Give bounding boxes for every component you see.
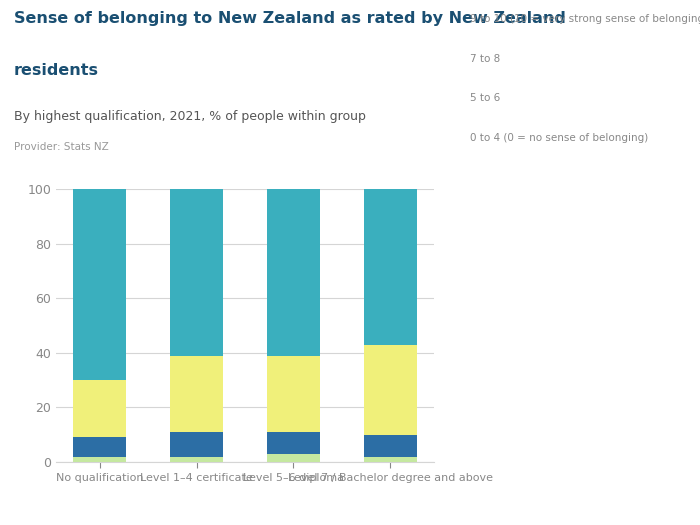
- Bar: [170, 355, 223, 432]
- Bar: [74, 457, 127, 462]
- Text: 9 to 10 (10 = very strong sense of belonging): 9 to 10 (10 = very strong sense of belon…: [470, 14, 700, 25]
- Text: figure.nz: figure.nz: [574, 20, 658, 37]
- Bar: [170, 189, 223, 355]
- Text: 0 to 4 (0 = no sense of belonging): 0 to 4 (0 = no sense of belonging): [470, 132, 649, 143]
- Bar: [267, 454, 320, 462]
- Text: By highest qualification, 2021, % of people within group: By highest qualification, 2021, % of peo…: [14, 110, 366, 123]
- Bar: [170, 457, 223, 462]
- Bar: [267, 355, 320, 432]
- Text: 5 to 6: 5 to 6: [470, 93, 500, 103]
- Bar: [267, 432, 320, 454]
- Bar: [363, 189, 416, 344]
- Bar: [170, 432, 223, 457]
- Bar: [74, 437, 127, 457]
- Bar: [363, 457, 416, 462]
- Text: Sense of belonging to New Zealand as rated by New Zealand: Sense of belonging to New Zealand as rat…: [14, 10, 566, 26]
- Text: Provider: Stats NZ: Provider: Stats NZ: [14, 142, 108, 152]
- Bar: [363, 435, 416, 457]
- Text: 7 to 8: 7 to 8: [470, 54, 500, 64]
- Bar: [363, 344, 416, 435]
- Bar: [267, 189, 320, 355]
- Text: residents: residents: [14, 63, 99, 78]
- Bar: [74, 189, 127, 380]
- Bar: [74, 380, 127, 437]
